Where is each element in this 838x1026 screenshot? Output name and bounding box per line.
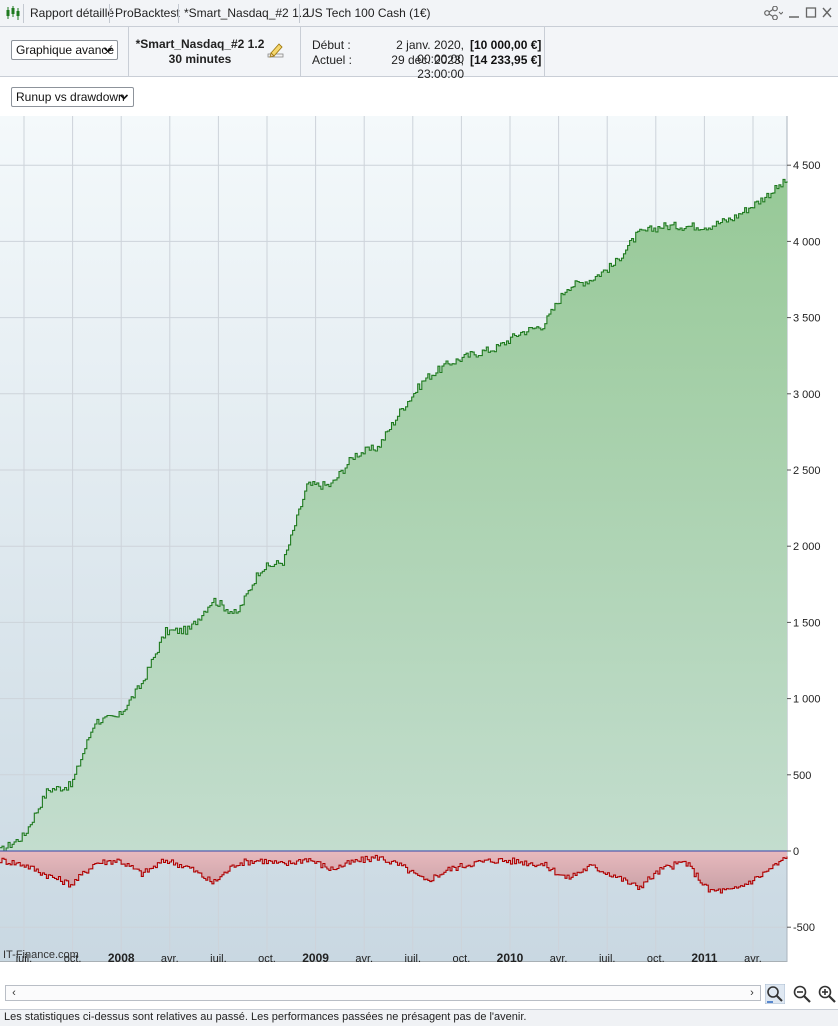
start-label: Début : — [312, 38, 351, 52]
start-date: 2 janv. 2020, 00:00:00 — [396, 38, 464, 66]
x-tick-label: oct. — [453, 953, 471, 962]
drawdown-area — [0, 851, 787, 893]
current-value: [14 233,95 €] — [470, 53, 542, 67]
tab-separator — [109, 4, 110, 23]
header-separator — [544, 27, 545, 76]
x-tick-label: oct. — [64, 953, 82, 962]
x-tick-label: 2009 — [302, 951, 329, 962]
x-axis-labels: juil. oct. 2008 avr. juil. oct. 2009 avr. juil. o… — [15, 951, 762, 962]
tab-bar: Rapport détaillé ProBacktest *Smart_Nasd… — [0, 0, 838, 27]
zoom-fit-icon[interactable] — [765, 984, 785, 1004]
current-label: Actuel : — [312, 53, 353, 67]
scroll-right-icon[interactable]: › — [750, 987, 754, 999]
tab-rapport-detaille[interactable]: Rapport détaillé — [30, 6, 115, 20]
start-value: [10 000,00 €] — [470, 38, 542, 52]
scroll-left-icon[interactable]: ‹ — [12, 987, 16, 999]
runup-line — [0, 178, 788, 852]
y-tick-label: 4 500 — [793, 160, 821, 172]
tab-separator — [299, 4, 300, 23]
y-tick-label: 1 500 — [793, 617, 821, 629]
header-separator — [128, 27, 129, 76]
edit-icon[interactable] — [267, 41, 285, 59]
x-tick-label: juil. — [209, 953, 227, 962]
view-select[interactable]: Graphique avancé — [11, 40, 118, 60]
minimize-icon[interactable] — [788, 6, 800, 20]
y-tick-label: 3 500 — [793, 313, 821, 325]
x-tick-label: juil. — [598, 953, 616, 962]
runup-area — [0, 179, 787, 851]
chart-series — [0, 178, 788, 894]
horizontal-scrollbar[interactable]: ‹ › — [5, 985, 761, 1001]
y-tick-label: -500 — [793, 922, 815, 934]
x-tick-label: avr. — [744, 953, 762, 962]
candlestick-icon — [6, 6, 20, 20]
current-date: 29 déc. 2023, 23:00:00 — [391, 53, 464, 81]
chart-type-value: Runup vs drawdown — [16, 90, 125, 104]
y-tick-label: 4 000 — [793, 236, 821, 248]
zoom-out-icon[interactable] — [792, 984, 812, 1004]
zoom-in-icon[interactable] — [817, 984, 837, 1004]
tab-separator — [23, 4, 24, 23]
disclaimer: Les statistiques ci-dessus sont relative… — [0, 1009, 838, 1026]
header-separator — [300, 27, 301, 76]
y-tick-label: 3 000 — [793, 389, 821, 401]
strategy-name: *Smart_Nasdaq_#2 1.2 — [135, 37, 265, 51]
x-tick-label: 2008 — [108, 951, 135, 962]
tab-instrument[interactable]: US Tech 100 Cash (1€) — [306, 6, 431, 20]
close-icon[interactable] — [821, 6, 833, 20]
backtest-header: Graphique avancé *Smart_Nasdaq_#2 1.2 30… — [0, 27, 838, 81]
chevron-down-icon — [103, 47, 113, 53]
tab-separator — [178, 4, 179, 23]
x-tick-label: 2011 — [691, 951, 717, 962]
y-axis-labels: 4 500 4 000 3 500 3 000 2 500 2 000 1 500 1 000… — [787, 160, 821, 934]
x-tick-label: avr. — [550, 953, 568, 962]
y-tick-label: 0 — [793, 846, 799, 858]
tab-strategy[interactable]: *Smart_Nasdaq_#2 1.2 — [184, 6, 309, 20]
drawdown-line — [0, 854, 788, 894]
chevron-down-icon — [119, 94, 129, 100]
x-tick-label: 2010 — [497, 951, 524, 962]
y-tick-label: 2 000 — [793, 541, 821, 553]
y-tick-label: 2 500 — [793, 465, 821, 477]
y-tick-label: 1 000 — [793, 694, 821, 706]
view-select-value: Graphique avancé — [16, 43, 115, 57]
y-tick-label: 500 — [793, 770, 811, 782]
runup-drawdown-chart[interactable]: 4 500 4 000 3 500 3 000 2 500 2 000 1 500 1 000… — [0, 116, 838, 962]
share-icon[interactable] — [763, 6, 783, 20]
maximize-icon[interactable] — [805, 6, 817, 20]
x-tick-label: oct. — [647, 953, 665, 962]
x-tick-label: juil. — [15, 953, 33, 962]
strategy-timeframe: 30 minutes — [168, 52, 232, 66]
x-tick-label: oct. — [258, 953, 276, 962]
tab-probacktest[interactable]: ProBacktest — [115, 6, 180, 20]
x-tick-label: avr. — [355, 953, 373, 962]
chart-type-select[interactable]: Runup vs drawdown — [11, 87, 134, 107]
watermark: IT-Finance.com — [3, 949, 79, 961]
x-tick-label: juil. — [404, 953, 422, 962]
x-tick-label: avr. — [161, 953, 179, 962]
